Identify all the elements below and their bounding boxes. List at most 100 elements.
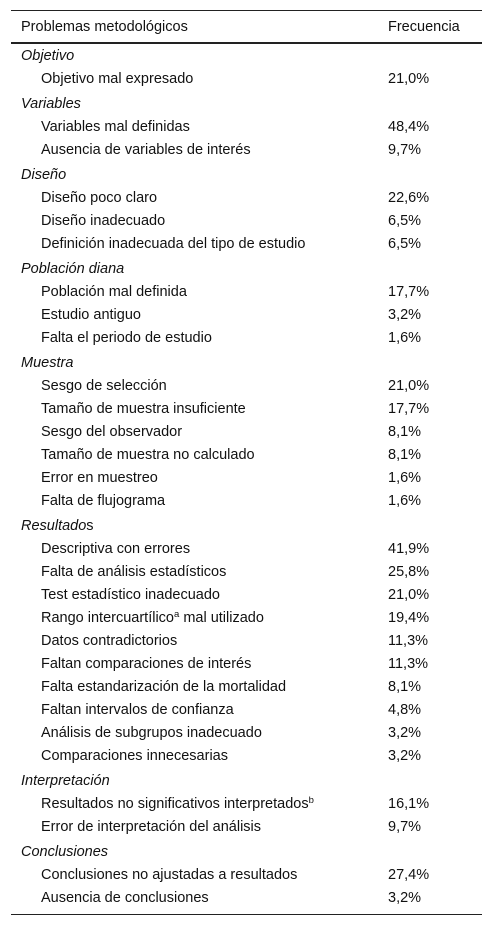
footnote-mark: b [308, 795, 314, 806]
row-label: Datos contradictorios [41, 632, 177, 650]
row-label: Tamaño de muestra insuficiente [41, 400, 246, 418]
group-title-part: Diseño [21, 167, 67, 183]
group-title: Objetivo [21, 47, 74, 65]
label-part: Falta estandarización de la mortalidad [41, 679, 287, 695]
row-value: 6,5% [388, 236, 422, 252]
group-title: Conclusiones [21, 843, 108, 861]
label-part: Falta de flujograma [41, 493, 166, 509]
row-label: Falta el periodo de estudio [41, 329, 212, 347]
label-part: Sesgo de selección [41, 378, 167, 394]
row-label: Rango intercuartílicoa mal utilizado [41, 609, 264, 627]
label-part: Faltan comparaciones de interés [41, 656, 252, 672]
row-value: 27,4% [388, 867, 430, 883]
row-value: 41,9% [388, 541, 430, 557]
label-part: Diseño inadecuado [41, 213, 166, 229]
label-part: Tamaño de muestra no calculado [41, 447, 255, 463]
row-value: 21,0% [388, 378, 430, 394]
row-label: Faltan intervalos de confianza [41, 701, 234, 719]
group-title-part: Objetivo [21, 48, 75, 64]
header-cell: Problemas metodológicos [21, 19, 188, 35]
label-part: Rango intercuartílico [41, 610, 174, 626]
row-label: Sesgo del observador [41, 423, 182, 441]
label-part: Población mal definida [41, 284, 187, 300]
row-label: Tamaño de muestra no calculado [41, 446, 255, 464]
row-value: 9,7% [388, 142, 422, 158]
row-value: 21,0% [388, 587, 430, 603]
row-label: Sesgo de selección [41, 377, 167, 395]
row-value: 25,8% [388, 564, 430, 580]
label-part: Tamaño de muestra insuficiente [41, 401, 246, 417]
label-part: Error en muestreo [41, 470, 158, 486]
group-title: Muestra [21, 354, 73, 372]
row-value: 1,6% [388, 493, 422, 509]
row-label: Diseño poco claro [41, 189, 157, 207]
group-title-part: Resultado [21, 518, 87, 534]
label-part: mal utilizado [179, 610, 264, 626]
row-value: 21,0% [388, 71, 430, 87]
label-part: Definición inadecuada del tipo de estudi… [41, 236, 306, 252]
header-rule [11, 42, 482, 44]
group-title-part: Muestra [21, 355, 74, 371]
row-label: Conclusiones no ajustadas a resultados [41, 866, 297, 884]
group-title-part: Interpretación [21, 773, 110, 789]
group-title-part: Variables [21, 96, 81, 112]
footnote-mark: a [174, 609, 180, 620]
row-label: Falta estandarización de la mortalidad [41, 678, 286, 696]
row-value: 48,4% [388, 119, 430, 135]
group-title-part: Conclusiones [21, 844, 109, 860]
row-value: 1,6% [388, 330, 422, 346]
row-label: Variables mal definidas [41, 118, 190, 136]
row-value: 19,4% [388, 610, 430, 626]
row-value: 4,8% [388, 702, 422, 718]
label-part: Diseño poco claro [41, 190, 158, 206]
row-label: Test estadístico inadecuado [41, 586, 220, 604]
label-part: Error de interpretación del análisis [41, 819, 262, 835]
bottom-rule [11, 914, 482, 915]
row-value: 3,2% [388, 748, 422, 764]
group-title: Diseño [21, 166, 66, 184]
row-label: Diseño inadecuado [41, 212, 165, 230]
row-value: 17,7% [388, 284, 430, 300]
row-value: 6,5% [388, 213, 422, 229]
label-part: Objetivo mal expresado [41, 71, 194, 87]
label-part: Estudio antiguo [41, 307, 141, 323]
group-title-part: Población diana [21, 261, 125, 277]
row-label: Faltan comparaciones de interés [41, 655, 251, 673]
group-title-part: s [86, 518, 94, 534]
row-value: 8,1% [388, 679, 422, 695]
top-rule [11, 10, 482, 11]
label-part: Conclusiones no ajustadas a resultados [41, 867, 298, 883]
row-value: 1,6% [388, 470, 422, 486]
label-part: Falta de análisis estadísticos [41, 564, 227, 580]
row-label: Análisis de subgrupos inadecuado [41, 724, 262, 742]
label-part: Comparaciones innecesarias [41, 748, 228, 764]
label-part: Descriptiva con errores [41, 541, 191, 557]
row-label: Definición inadecuada del tipo de estudi… [41, 235, 305, 253]
label-part: Faltan intervalos de confianza [41, 702, 234, 718]
group-title: Variables [21, 95, 81, 113]
row-label: Error en muestreo [41, 469, 158, 487]
row-value: 3,2% [388, 890, 422, 906]
label-part: Ausencia de variables de interés [41, 142, 251, 158]
group-title: Resultados [21, 517, 94, 535]
row-label: Objetivo mal expresado [41, 70, 193, 88]
row-label: Error de interpretación del análisis [41, 818, 261, 836]
label-part: Test estadístico inadecuado [41, 587, 220, 603]
row-value: 9,7% [388, 819, 422, 835]
row-value: 16,1% [388, 796, 430, 812]
row-label: Falta de análisis estadísticos [41, 563, 226, 581]
row-label: Comparaciones innecesarias [41, 747, 228, 765]
row-label: Descriptiva con errores [41, 540, 190, 558]
label-part: Análisis de subgrupos inadecuado [41, 725, 262, 741]
header-cell: Frecuencia [388, 19, 460, 35]
row-value: 3,2% [388, 725, 422, 741]
label-part: Datos contradictorios [41, 633, 178, 649]
row-value: 11,3% [388, 633, 429, 649]
row-label: Estudio antiguo [41, 306, 141, 324]
label-part: Falta el periodo de estudio [41, 330, 212, 346]
row-value: 8,1% [388, 447, 422, 463]
label-part: Variables mal definidas [41, 119, 190, 135]
label-part: Ausencia de conclusiones [41, 890, 209, 906]
row-label: Población mal definida [41, 283, 187, 301]
